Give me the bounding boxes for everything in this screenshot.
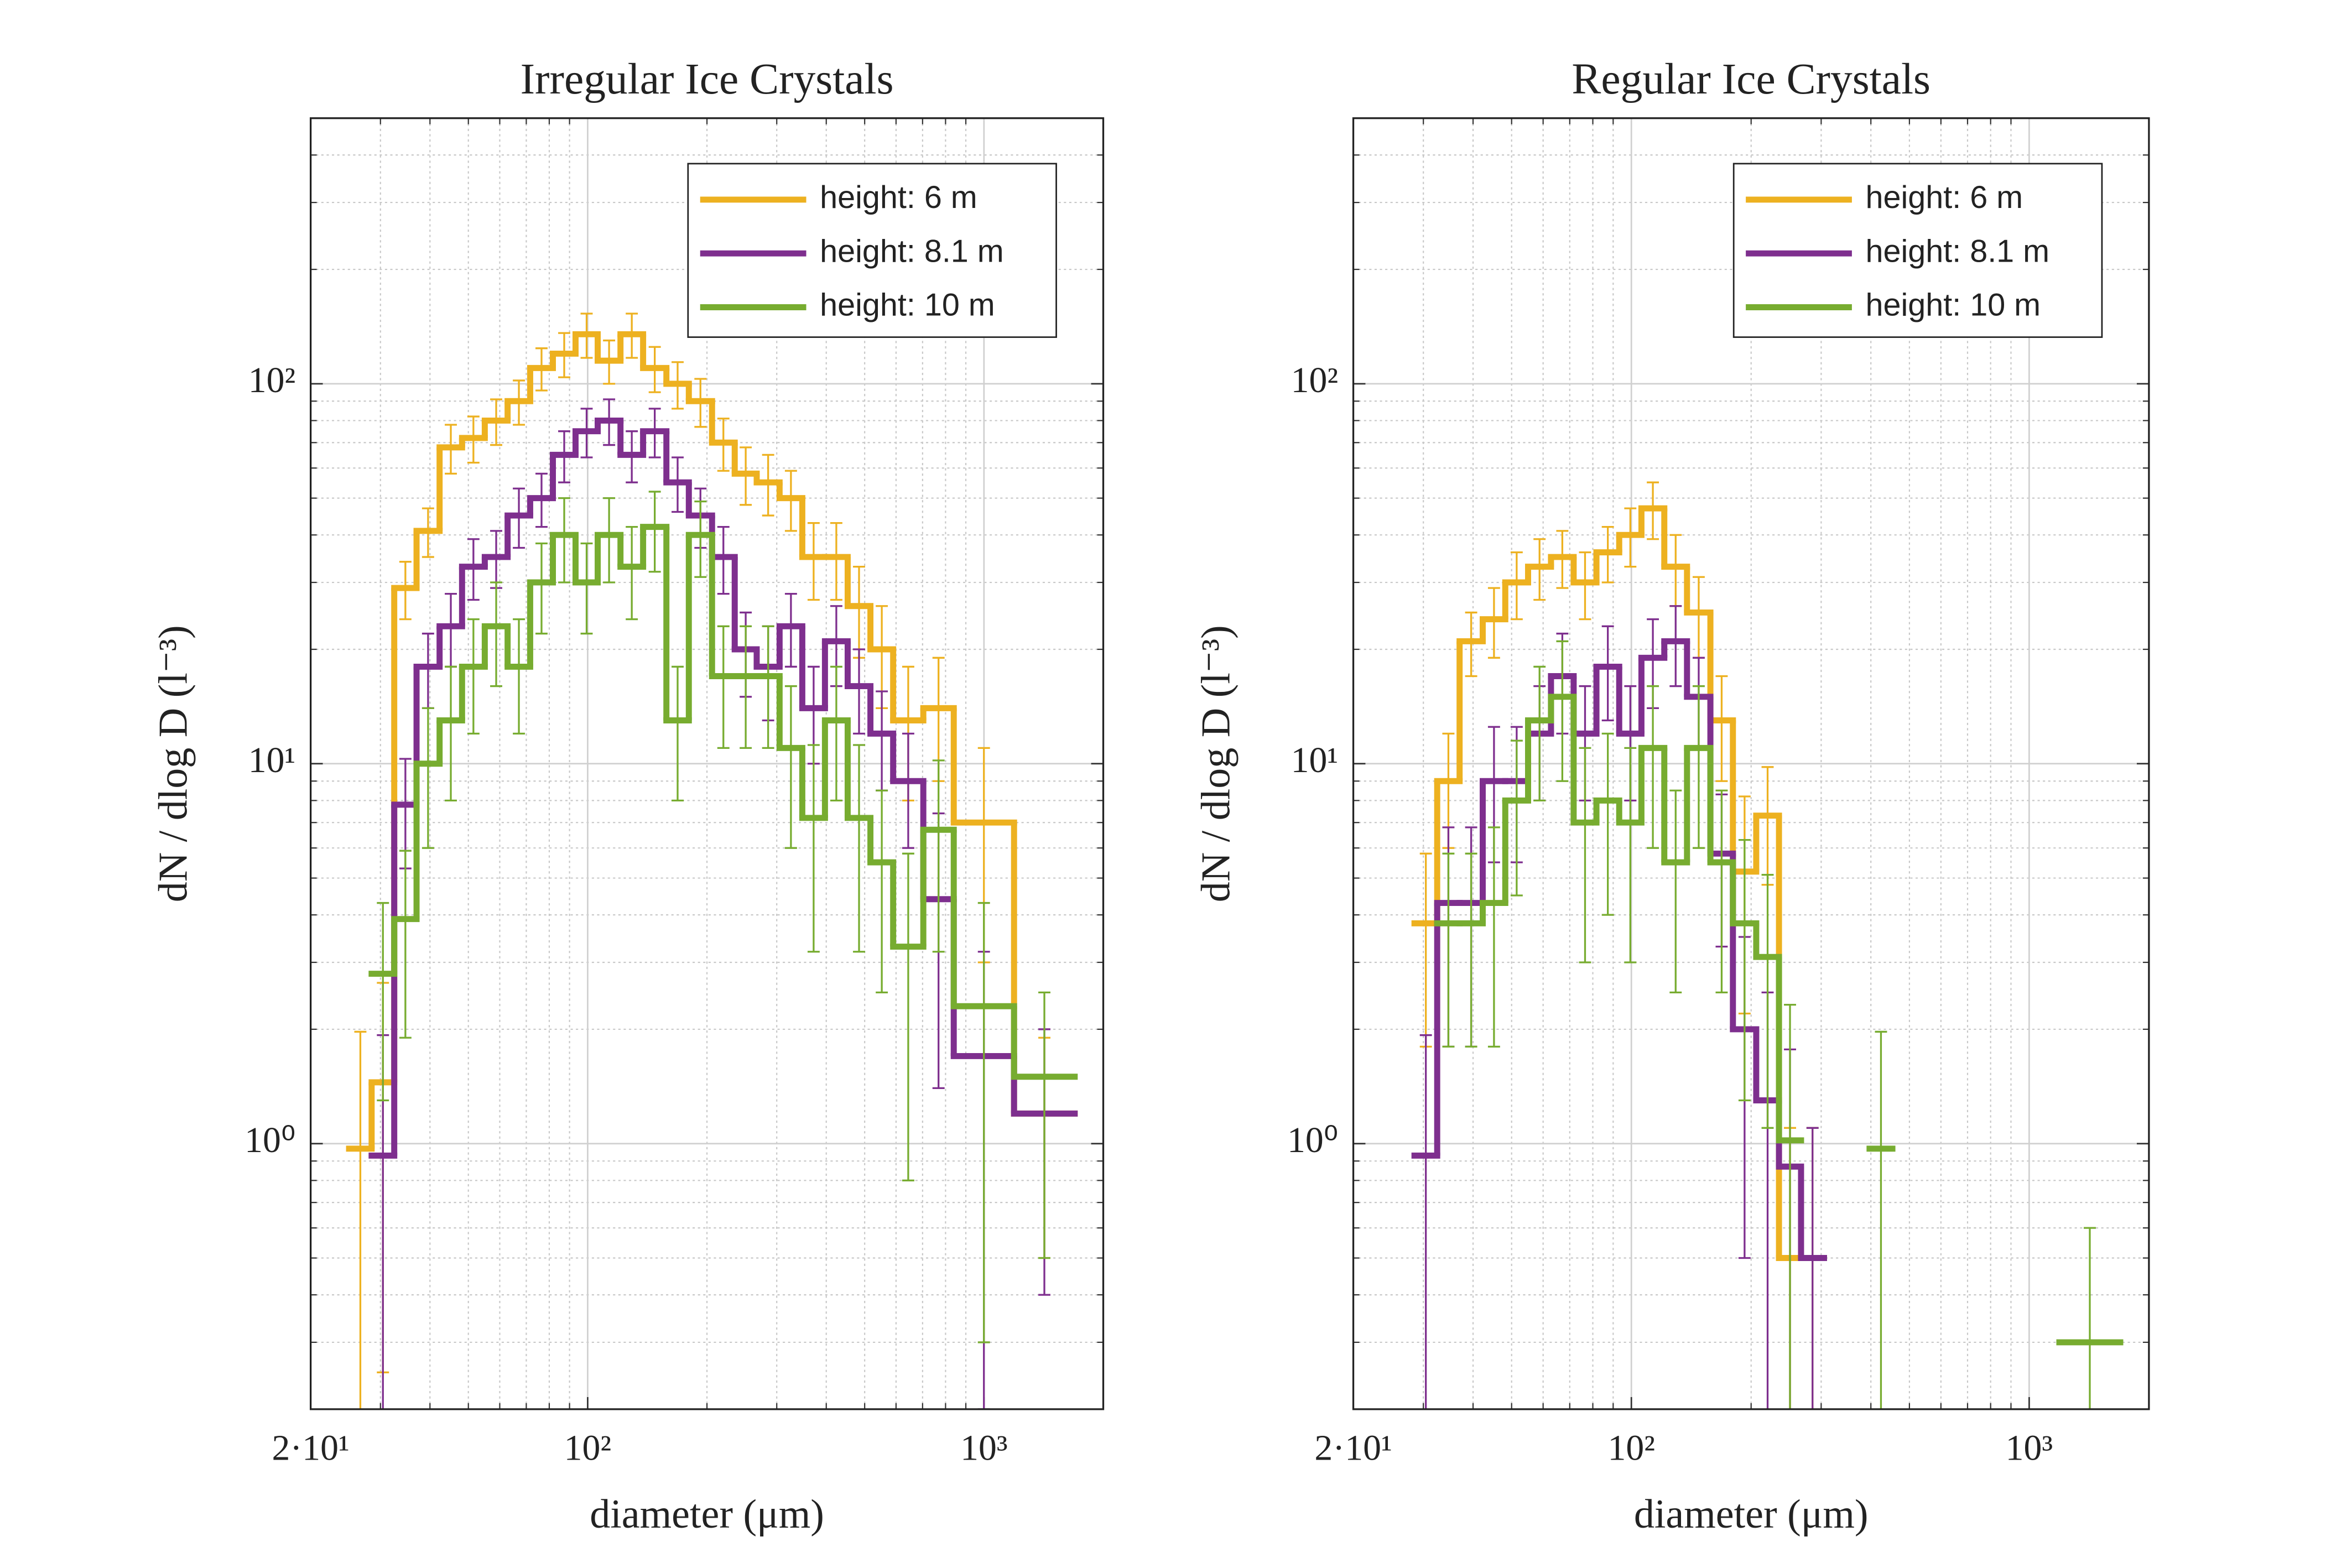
error-bar: [902, 852, 914, 1181]
plot-content: [1411, 481, 2124, 1409]
error-bar: [1624, 747, 1637, 963]
error-bar: [558, 497, 570, 584]
legend-label: height: 6 m: [1866, 180, 2023, 215]
error-bar: [1761, 874, 1774, 1129]
series: [368, 491, 1078, 1343]
error-bar: [1669, 605, 1682, 687]
error-bar: [1465, 852, 1477, 1048]
chart-title: Regular Ice Crystals: [1572, 55, 1930, 103]
error-bar: [513, 618, 525, 735]
error-bar: [1579, 747, 1591, 963]
error-bar: [1806, 1127, 1819, 1409]
axes-frame: [309, 117, 1105, 1410]
error-bar: [490, 581, 502, 687]
legend-label: height: 10 m: [1866, 288, 2041, 323]
error-bar: [807, 744, 820, 953]
error-bar: [762, 625, 774, 749]
error-bar: [694, 501, 707, 578]
legend: height: 6 m height: 8.1 m height: 10 m: [687, 163, 1057, 338]
error-bar: [1442, 852, 1455, 1048]
axes-frame: [1352, 117, 2150, 1410]
y-axis-label: dN / dlog D (l⁻³): [151, 625, 196, 902]
error-bar: [717, 625, 730, 749]
error-bar: [1487, 826, 1500, 1048]
plot-content: [346, 312, 1078, 1409]
error-bar: [672, 665, 684, 802]
error-bar: [1715, 675, 1728, 782]
error-bar: [1601, 625, 1614, 722]
error-bar: [1715, 789, 1728, 994]
error-bar: [1556, 640, 1569, 782]
error-bar: [445, 665, 457, 802]
legend: height: 6 m height: 8.1 m height: 10 m: [1732, 163, 2103, 338]
error-bar: [1692, 685, 1705, 849]
error-bar: [422, 707, 434, 849]
error-bar: [1510, 551, 1523, 621]
error-bar: [580, 542, 593, 635]
x-tick-label: 10³: [2006, 1428, 2053, 1468]
error-bar: [1465, 611, 1477, 678]
y-tick-label: 10⁰: [1287, 1120, 1338, 1160]
error-bar: [853, 648, 865, 735]
series: [1434, 640, 2124, 1409]
error-bar: [603, 497, 616, 584]
error-bar: [2084, 1227, 2096, 1409]
error-bar: [784, 685, 797, 849]
error-bar: [1419, 1034, 1432, 1409]
error-bar: [807, 522, 820, 601]
error-bar: [902, 732, 914, 849]
legend-label: height: 8.1 m: [820, 233, 1004, 269]
x-tick-label: 10²: [564, 1428, 611, 1468]
error-bar: [1647, 685, 1659, 849]
error-bar: [1579, 551, 1591, 621]
error-bar: [1533, 665, 1546, 802]
axes: 2·10¹ 10² 10³ 10⁰ 10¹ 10² Irregular Ice Crysta…: [151, 55, 1105, 1537]
x-tick-label: 10³: [960, 1428, 1007, 1468]
y-tick-label: 10²: [1291, 360, 1338, 400]
x-tick-label: 10²: [1607, 1428, 1654, 1468]
axes: 2·10¹ 10² 10³ 10⁰ 10¹ 10² Regular Ice Crystals…: [1193, 55, 2150, 1537]
error-bar: [1784, 1004, 1796, 1409]
error-bar: [932, 759, 945, 953]
y-tick-label: 10¹: [1291, 740, 1338, 780]
error-bar: [740, 625, 752, 749]
error-bar: [648, 491, 661, 573]
error-bar: [830, 522, 842, 601]
chart-title: Irregular Ice Crystals: [521, 55, 894, 103]
x-axis-label: diameter (μm): [1634, 1492, 1869, 1537]
error-bar: [876, 789, 888, 994]
y-tick-label: 10¹: [248, 740, 295, 780]
y-tick-label: 10²: [248, 360, 295, 400]
error-bar: [1510, 739, 1523, 897]
error-bar: [830, 665, 842, 802]
x-tick-label: 2·10¹: [1314, 1428, 1392, 1468]
error-bar: [377, 902, 389, 1102]
y-tick-label: 10⁰: [244, 1120, 295, 1160]
error-bar: [784, 592, 797, 668]
error-bar: [626, 526, 638, 621]
error-bar: [535, 542, 548, 635]
x-axis-label: diameter (μm): [590, 1492, 824, 1537]
legend-label: height: 10 m: [820, 288, 995, 323]
error-bar: [1487, 587, 1500, 659]
error-bar: [1738, 838, 1751, 1102]
error-bar: [1038, 991, 1050, 1259]
y-axis-label: dN / dlog D (l⁻³): [1193, 625, 1239, 902]
error-bar: [1669, 789, 1682, 994]
legend-label: height: 6 m: [820, 180, 977, 215]
error-bar: [1875, 1030, 1887, 1409]
error-bar: [853, 744, 865, 953]
x-tick-label: 2·10¹: [272, 1428, 350, 1468]
error-bar: [977, 902, 990, 1343]
error-bar: [717, 526, 730, 595]
error-bar: [467, 618, 480, 735]
error-bar: [354, 1030, 367, 1409]
legend-label: height: 8.1 m: [1866, 233, 2050, 269]
error-bar: [1601, 732, 1614, 916]
error-bar: [399, 850, 412, 1039]
